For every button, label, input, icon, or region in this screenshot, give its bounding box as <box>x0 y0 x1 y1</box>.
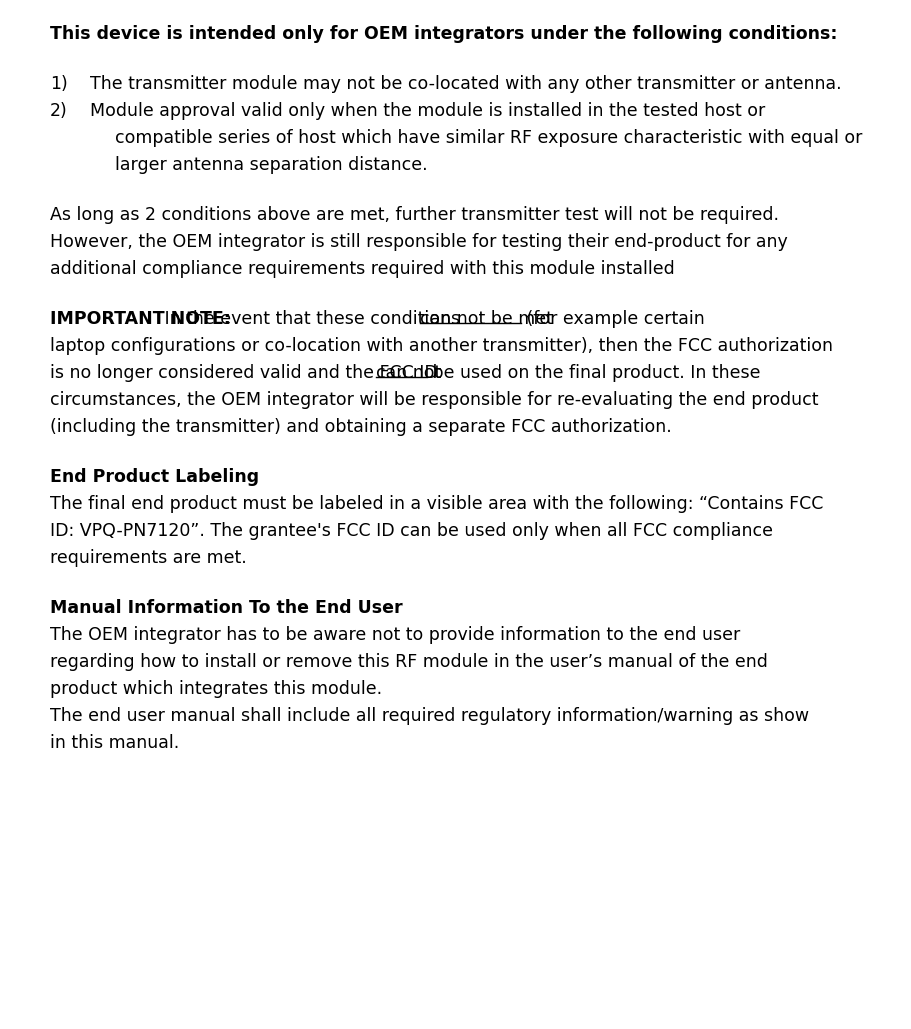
Text: Manual Information To the End User: Manual Information To the End User <box>50 599 402 616</box>
Text: additional compliance requirements required with this module installed: additional compliance requirements requi… <box>50 260 674 278</box>
Text: The end user manual shall include all required regulatory information/warning as: The end user manual shall include all re… <box>50 707 808 724</box>
Text: In the event that these conditions: In the event that these conditions <box>159 310 465 328</box>
Text: regarding how to install or remove this RF module in the user’s manual of the en: regarding how to install or remove this … <box>50 652 767 671</box>
Text: can not be met: can not be met <box>419 310 552 328</box>
Text: (including the transmitter) and obtaining a separate FCC authorization.: (including the transmitter) and obtainin… <box>50 418 671 436</box>
Text: 2): 2) <box>50 102 67 120</box>
Text: in this manual.: in this manual. <box>50 734 179 752</box>
Text: ID: VPQ-PN7120”. The grantee's FCC ID can be used only when all FCC compliance: ID: VPQ-PN7120”. The grantee's FCC ID ca… <box>50 522 773 540</box>
Text: 1): 1) <box>50 75 67 93</box>
Text: The transmitter module may not be co-located with any other transmitter or anten: The transmitter module may not be co-loc… <box>90 75 841 93</box>
Text: As long as 2 conditions above are met, further transmitter test will not be requ: As long as 2 conditions above are met, f… <box>50 206 778 224</box>
Text: circumstances, the OEM integrator will be responsible for re-evaluating the end : circumstances, the OEM integrator will b… <box>50 391 817 409</box>
Text: End Product Labeling: End Product Labeling <box>50 468 259 486</box>
Text: The OEM integrator has to be aware not to provide information to the end user: The OEM integrator has to be aware not t… <box>50 626 740 644</box>
Text: product which integrates this module.: product which integrates this module. <box>50 680 382 698</box>
Text: can not: can not <box>376 364 441 382</box>
Text: laptop configurations or co-location with another transmitter), then the FCC aut: laptop configurations or co-location wit… <box>50 336 832 355</box>
Text: compatible series of host which have similar RF exposure characteristic with equ: compatible series of host which have sim… <box>115 129 862 147</box>
Text: Module approval valid only when the module is installed in the tested host or: Module approval valid only when the modu… <box>90 102 764 120</box>
Text: requirements are met.: requirements are met. <box>50 548 247 567</box>
Text: be used on the final product. In these: be used on the final product. In these <box>426 364 760 382</box>
Text: The final end product must be labeled in a visible area with the following: “Con: The final end product must be labeled in… <box>50 495 823 512</box>
Text: (for example certain: (for example certain <box>521 310 704 328</box>
Text: larger antenna separation distance.: larger antenna separation distance. <box>115 156 427 174</box>
Text: is no longer considered valid and the FCC ID: is no longer considered valid and the FC… <box>50 364 443 382</box>
Text: IMPORTANT NOTE:: IMPORTANT NOTE: <box>50 310 230 328</box>
Text: This device is intended only for OEM integrators under the following conditions:: This device is intended only for OEM int… <box>50 25 836 43</box>
Text: However, the OEM integrator is still responsible for testing their end-product f: However, the OEM integrator is still res… <box>50 233 787 251</box>
